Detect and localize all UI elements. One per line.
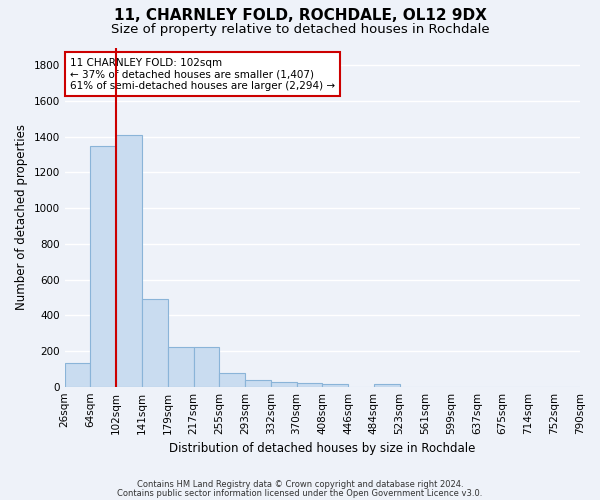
Bar	[193, 346, 219, 387]
Bar	[296, 384, 322, 386]
Text: 11, CHARNLEY FOLD, ROCHDALE, OL12 9DX: 11, CHARNLEY FOLD, ROCHDALE, OL12 9DX	[113, 8, 487, 22]
Text: Contains public sector information licensed under the Open Government Licence v3: Contains public sector information licen…	[118, 488, 482, 498]
Text: Size of property relative to detached houses in Rochdale: Size of property relative to detached ho…	[110, 22, 490, 36]
X-axis label: Distribution of detached houses by size in Rochdale: Distribution of detached houses by size …	[169, 442, 476, 455]
Bar	[91, 146, 116, 386]
Bar	[142, 299, 168, 386]
Bar	[245, 380, 271, 386]
Bar	[65, 364, 91, 386]
Text: 11 CHARNLEY FOLD: 102sqm
← 37% of detached houses are smaller (1,407)
61% of sem: 11 CHARNLEY FOLD: 102sqm ← 37% of detach…	[70, 58, 335, 91]
Bar	[116, 135, 142, 386]
Y-axis label: Number of detached properties: Number of detached properties	[15, 124, 28, 310]
Bar	[168, 346, 193, 387]
Bar	[219, 374, 245, 386]
Bar	[271, 382, 296, 386]
Bar	[374, 384, 400, 386]
Bar	[322, 384, 348, 386]
Text: Contains HM Land Registry data © Crown copyright and database right 2024.: Contains HM Land Registry data © Crown c…	[137, 480, 463, 489]
